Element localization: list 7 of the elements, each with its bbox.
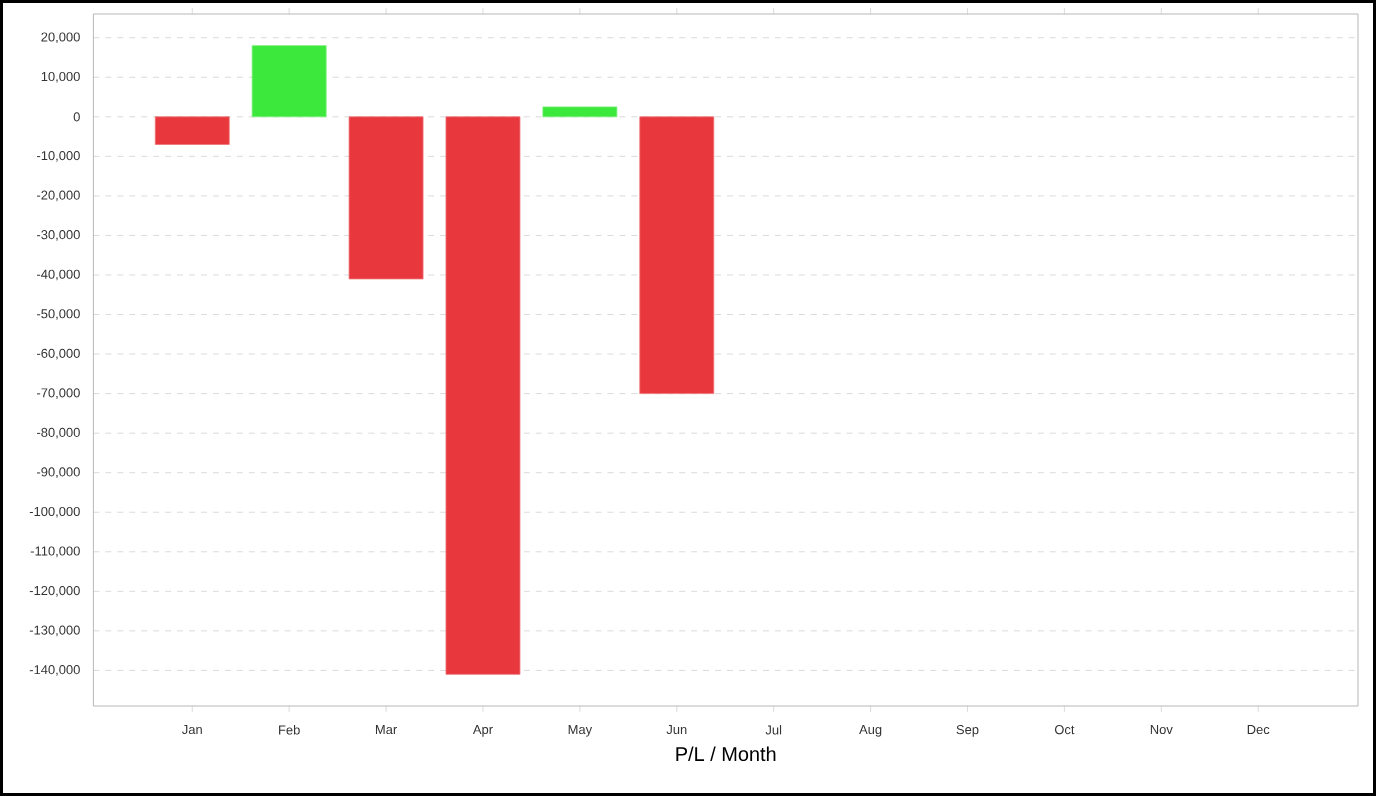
bar — [154, 116, 230, 145]
x-axis-title: P/L / Month — [676, 746, 776, 762]
bar — [251, 45, 327, 118]
bar — [348, 116, 424, 280]
bar — [445, 116, 521, 675]
bar — [639, 116, 715, 395]
bar — [542, 106, 618, 118]
